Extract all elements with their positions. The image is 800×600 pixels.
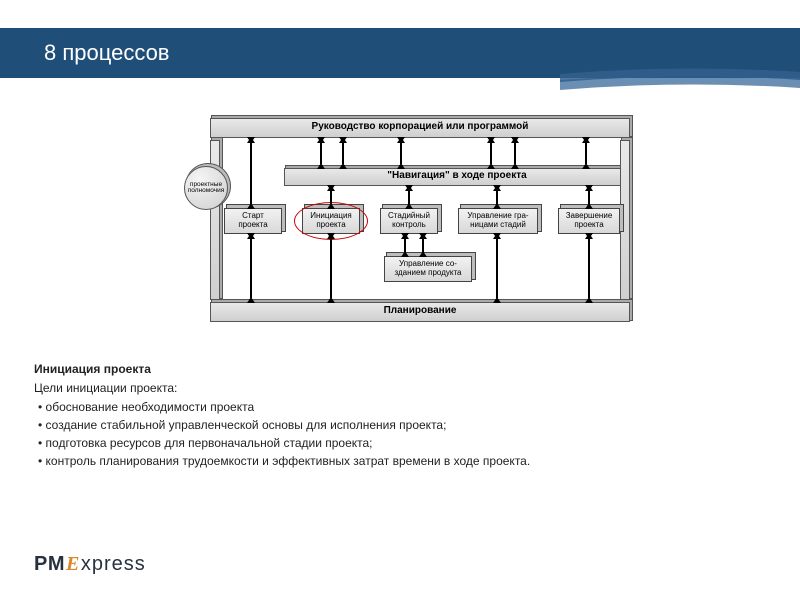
arrow — [404, 238, 406, 252]
arrow — [400, 142, 402, 164]
text-sub: Цели инициации проекта: — [34, 379, 734, 397]
box-close-label: Завершение проекта — [566, 212, 613, 230]
left-vert-bar — [210, 140, 220, 300]
arrow — [342, 142, 344, 164]
bullet-item: обоснование необходимости проекта — [38, 398, 734, 416]
arrow — [422, 238, 424, 252]
bullet-item: контроль планирования трудоемкости и эфф… — [38, 452, 734, 470]
arrow — [320, 142, 322, 164]
process-diagram: Руководство корпорацией или программой "… — [190, 112, 650, 327]
logo-xpress: xpress — [81, 553, 146, 575]
nav-bar-label: "Навигация" в ходе проекта — [284, 170, 630, 181]
bullet-list: обоснование необходимости проекта создан… — [34, 398, 734, 470]
arrow — [585, 142, 587, 164]
text-heading: Инициация проекта — [34, 360, 734, 378]
page-title: 8 процессов — [44, 40, 170, 66]
arrow — [408, 190, 410, 204]
box-product-mgmt: Управление со- зданием продукта — [384, 256, 472, 282]
box-close: Завершение проекта — [558, 208, 620, 234]
logo: PMExpress — [34, 553, 146, 576]
box-stage-control-label: Стадийный контроль — [388, 212, 430, 230]
arrow — [490, 142, 492, 164]
header-swoosh — [560, 68, 800, 92]
circle-label: проектные полномочия — [188, 182, 224, 195]
arrow — [250, 142, 252, 204]
bullet-item: подготовка ресурсов для первоначальной с… — [38, 434, 734, 452]
right-vert-bar — [620, 140, 630, 300]
arrow — [588, 238, 590, 298]
top-bar-label: Руководство корпорацией или программой — [210, 121, 630, 132]
logo-e: E — [65, 553, 81, 575]
arrow — [330, 190, 332, 204]
arrow — [514, 142, 516, 164]
arrow — [250, 238, 252, 298]
arrow — [496, 238, 498, 298]
bottom-bar-label: Планирование — [210, 305, 630, 316]
box-product-mgmt-label: Управление со- зданием продукта — [394, 260, 461, 278]
box-stage-bounds: Управление гра- ницами стадий — [458, 208, 538, 234]
logo-pm: PM — [34, 553, 65, 575]
box-stage-control: Стадийный контроль — [380, 208, 438, 234]
arrow — [330, 238, 332, 298]
arrow — [588, 190, 590, 204]
text-block: Инициация проекта Цели инициации проекта… — [34, 360, 734, 470]
circle-authority: проектные полномочия — [184, 166, 228, 210]
box-start-label: Старт проекта — [238, 212, 267, 230]
bullet-item: создание стабильной управленческой основ… — [38, 416, 734, 434]
arrow — [496, 190, 498, 204]
box-start: Старт проекта — [224, 208, 282, 234]
box-stage-bounds-label: Управление гра- ницами стадий — [467, 212, 528, 230]
